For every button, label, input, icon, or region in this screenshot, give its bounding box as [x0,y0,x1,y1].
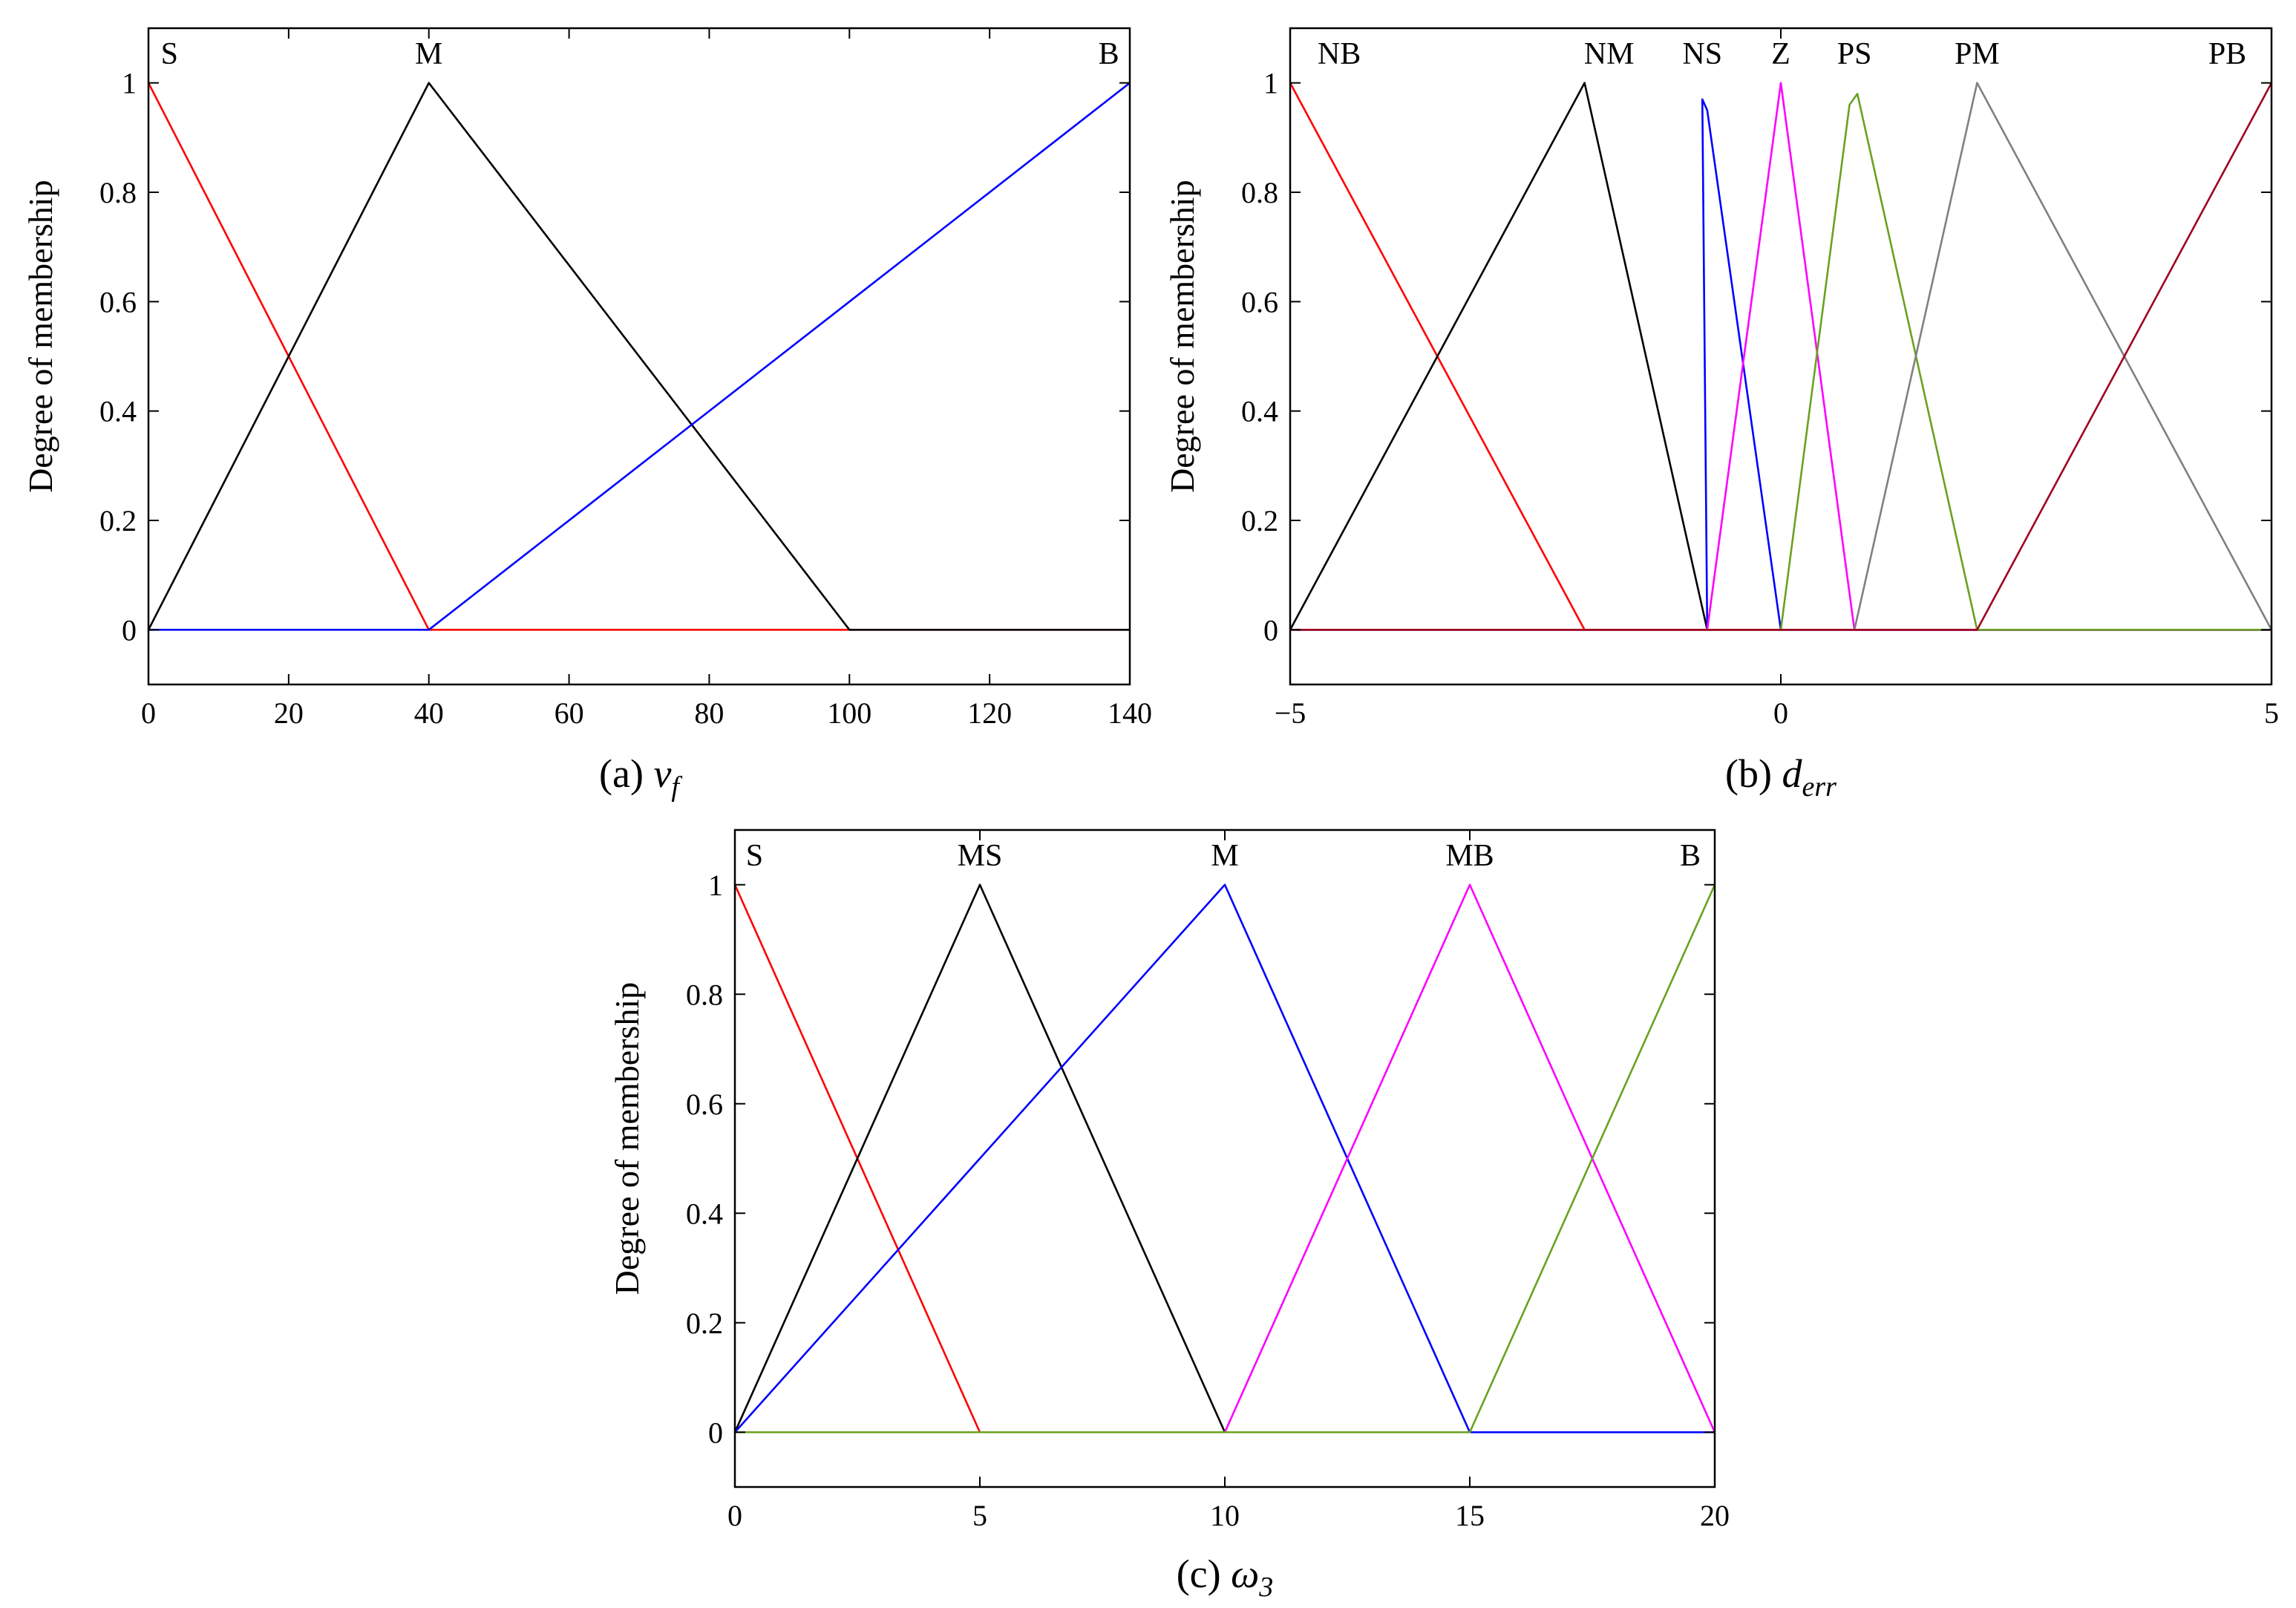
chart-2-x-tick-label: 20 [1700,1499,1730,1532]
chart-1-mf-label-ps: PS [1837,37,1872,71]
chart-panel-a: 0 20 40 60 80 100 120 140 0 0.2 0.4 0.6 0.8 1 Degree o… [22,27,1152,803]
chart-0-y-tick-label: 0.4 [99,395,137,428]
chart-0-x-tick-label: 120 [967,696,1012,730]
chart-0-mf-label-s: S [161,37,178,71]
chart-1-mf-label-ns: NS [1682,37,1722,71]
chart-2-series-m-line [734,883,1715,1434]
chart-0-y-tick-label: 1 [122,67,137,100]
chart-0-x-tick-label: 0 [141,696,156,730]
chart-1-series-ns-line [1290,98,2272,631]
chart-0-caption-prefix: (a) [599,751,653,796]
chart-1-x-tick-label: −5 [1275,696,1306,730]
chart-2-y-tick-label: 1 [708,869,723,902]
chart-2-caption: (c) ω3 [1177,1552,1274,1603]
chart-2-plot-frame [733,828,1716,1488]
chart-1-mf-label-z: Z [1771,37,1790,71]
chart-0-series-b-line [148,82,1131,631]
chart-0-x-tick-label: 20 [274,696,304,730]
chart-2-x-tick-label: 0 [727,1499,742,1532]
chart-0-y-tick-label: 0.2 [99,504,137,537]
chart-2-y-axis-label: Degree of membership [608,982,646,1295]
chart-1-y-tick-label: 0.6 [1241,285,1278,318]
chart-0-x-tick-label: 100 [827,696,871,730]
chart-2-series-mb-line [735,883,1716,1434]
chart-1-y-tick-label: 0.4 [1241,395,1278,428]
chart-1-caption-variable: d [1782,751,1803,796]
chart-2-series-b-line [735,884,1716,1434]
chart-1-mf-label-nm: NM [1584,37,1635,71]
chart-0-caption-subscript: f [671,771,682,803]
chart-1-caption: (b) derr [1725,751,1837,803]
chart-2-y-tick-label: 0.2 [686,1307,723,1340]
chart-0-caption: (a) vf [599,751,682,803]
chart-2-y-tick-label: 0.8 [686,978,723,1011]
chart-2-mf-label-ms: MS [958,839,1003,873]
chart-1-series-ps-line [1290,93,2272,631]
chart-0-mf-label-b: B [1099,37,1119,71]
chart-0-y-tick-label: 0 [122,613,137,647]
chart-1-y-tick-label: 0 [1263,613,1278,647]
chart-panel-b: −5 0 5 0 0.2 0.4 0.6 0.8 1 Degree of membership NB… [1163,27,2279,803]
chart-2-x-tick-label: 10 [1210,1499,1240,1532]
chart-0-x-tick-label: 60 [555,696,584,730]
chart-0-series-m-line [147,82,1130,631]
chart-panel-c: 0 5 10 15 20 0 0.2 0.4 0.6 0.8 1 Degree of membersh… [608,828,1730,1603]
chart-2-series-ms-line [733,883,1715,1434]
chart-0-x-tick-label: 80 [694,696,724,730]
chart-2-y-tick-label: 0 [708,1416,723,1449]
chart-2-caption-prefix: (c) [1177,1552,1231,1596]
chart-1-x-tick-label: 5 [2264,696,2279,730]
chart-1-series-pb-line [1290,82,2273,631]
chart-1-mf-label-pb: PB [2208,37,2246,71]
chart-0-y-axis-label: Degree of membership [22,180,59,493]
chart-1-y-tick-label: 0.8 [1241,176,1278,209]
chart-2-x-tick-label: 5 [972,1499,987,1532]
chart-2-caption-variable: ω [1231,1552,1259,1596]
chart-1-caption-subscript: err [1802,771,1837,803]
chart-2-mf-label-mb: MB [1445,839,1494,873]
chart-0-caption-variable: v [653,751,671,796]
chart-2-series-s-line [733,884,1715,1434]
chart-2-mf-label-b: B [1680,839,1701,873]
chart-2-mf-label-m: M [1211,839,1238,873]
chart-2-mf-label-s: S [746,839,763,873]
chart-0-mf-label-m: M [415,37,442,71]
chart-0-y-tick-label: 0.6 [99,285,137,318]
chart-1-y-tick-label: 1 [1263,67,1278,100]
chart-2-y-tick-label: 0.4 [686,1197,723,1230]
chart-0-x-tick-label: 40 [414,696,444,730]
chart-0-y-tick-label: 0.8 [99,176,137,209]
chart-1-x-tick-label: 0 [1773,696,1788,730]
chart-0-plot-frame [147,27,1131,686]
chart-1-caption-prefix: (b) [1725,751,1782,796]
chart-1-mf-label-pm: PM [1955,37,2000,71]
chart-0-x-tick-label: 140 [1108,696,1152,730]
chart-1-mf-label-nb: NB [1318,37,1361,71]
chart-1-y-tick-label: 0.2 [1241,504,1278,537]
chart-2-y-tick-label: 0.6 [686,1088,723,1121]
chart-2-x-tick-label: 15 [1455,1499,1485,1532]
chart-1-y-axis-label: Degree of membership [1163,180,1201,493]
chart-2-caption-subscript: 3 [1258,1572,1273,1603]
